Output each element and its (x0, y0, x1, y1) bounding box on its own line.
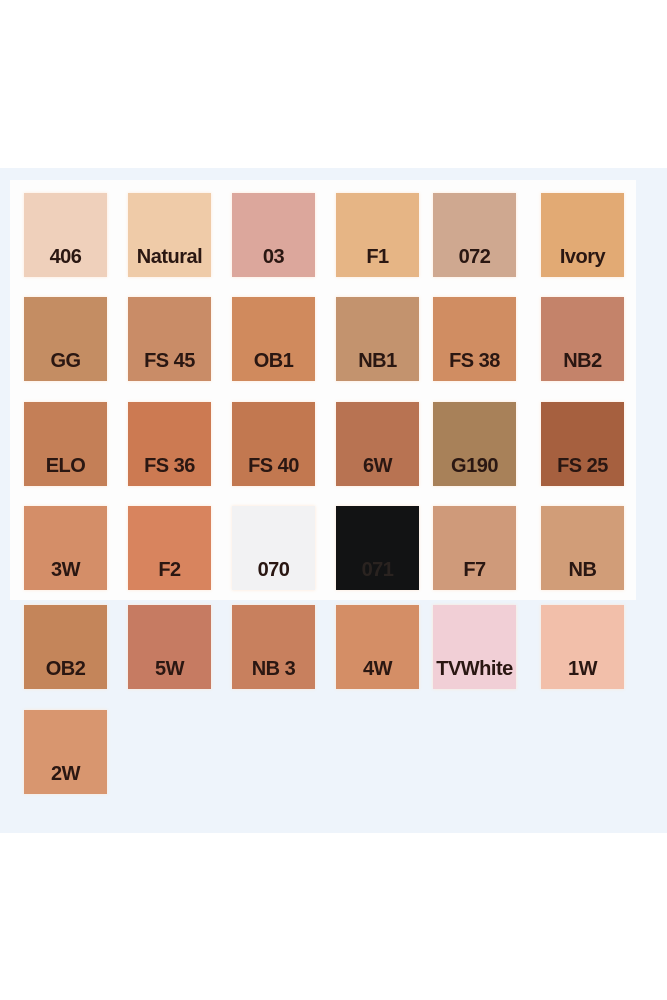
color-swatch: ELO (24, 402, 107, 486)
swatch-label: FS 38 (449, 350, 500, 372)
swatch-label: 071 (361, 559, 394, 581)
color-swatch: FS 38 (433, 297, 516, 381)
color-swatch: 3W (24, 506, 107, 590)
color-swatch: FS 25 (541, 402, 624, 486)
color-swatch: 070 (232, 506, 315, 590)
swatch-label: TVWhite (436, 658, 513, 680)
swatch-label: OB2 (45, 658, 86, 680)
swatch-label: 3W (51, 559, 81, 581)
swatch-label: 03 (262, 246, 285, 268)
color-swatch: Natural (128, 193, 211, 277)
color-swatch: F2 (128, 506, 211, 590)
color-swatch: 1W (541, 605, 624, 689)
swatch-label: Ivory (559, 246, 606, 268)
color-swatch: 2W (24, 710, 107, 794)
swatch-label: FS 40 (248, 455, 299, 477)
swatch-label: FS 45 (144, 350, 195, 372)
swatch-label: 1W (568, 658, 598, 680)
swatch-label: 6W (363, 455, 393, 477)
swatch-label: NB1 (358, 350, 397, 372)
swatch-label: OB1 (253, 350, 294, 372)
swatch-label: 2W (51, 763, 81, 785)
swatch-label: F7 (463, 559, 486, 581)
swatch-label: NB2 (563, 350, 602, 372)
swatch-label: NB (568, 559, 597, 581)
swatch-label: ELO (45, 455, 86, 477)
swatch-label: 072 (458, 246, 491, 268)
color-swatch: FS 45 (128, 297, 211, 381)
swatch-label: FS 25 (557, 455, 608, 477)
color-swatch: OB1 (232, 297, 315, 381)
swatch-label: G190 (451, 455, 498, 477)
swatch-label: Natural (136, 246, 203, 268)
swatch-label: 5W (155, 658, 185, 680)
color-swatch: FS 36 (128, 402, 211, 486)
color-swatch: 071 (336, 506, 419, 590)
color-swatch: FS 40 (232, 402, 315, 486)
color-swatch: F7 (433, 506, 516, 590)
color-swatch: 6W (336, 402, 419, 486)
color-swatch: NB1 (336, 297, 419, 381)
color-swatch: 4W (336, 605, 419, 689)
color-swatch: NB 3 (232, 605, 315, 689)
color-swatch: 03 (232, 193, 315, 277)
color-swatch: 072 (433, 193, 516, 277)
color-swatch: Ivory (541, 193, 624, 277)
color-swatch: TVWhite (433, 605, 516, 689)
swatch-card (10, 180, 636, 600)
swatch-label: 070 (257, 559, 290, 581)
color-swatch: NB2 (541, 297, 624, 381)
swatch-label: 406 (49, 246, 82, 268)
color-swatch: G190 (433, 402, 516, 486)
color-swatch: GG (24, 297, 107, 381)
swatch-label: F2 (158, 559, 181, 581)
swatch-label: GG (50, 350, 81, 372)
swatch-label: F1 (366, 246, 389, 268)
swatch-label: FS 36 (144, 455, 195, 477)
color-swatch: 406 (24, 193, 107, 277)
swatch-label: NB 3 (251, 658, 296, 680)
color-swatch: 5W (128, 605, 211, 689)
color-swatch: NB (541, 506, 624, 590)
color-swatch: OB2 (24, 605, 107, 689)
swatch-label: 4W (363, 658, 393, 680)
color-swatch: F1 (336, 193, 419, 277)
